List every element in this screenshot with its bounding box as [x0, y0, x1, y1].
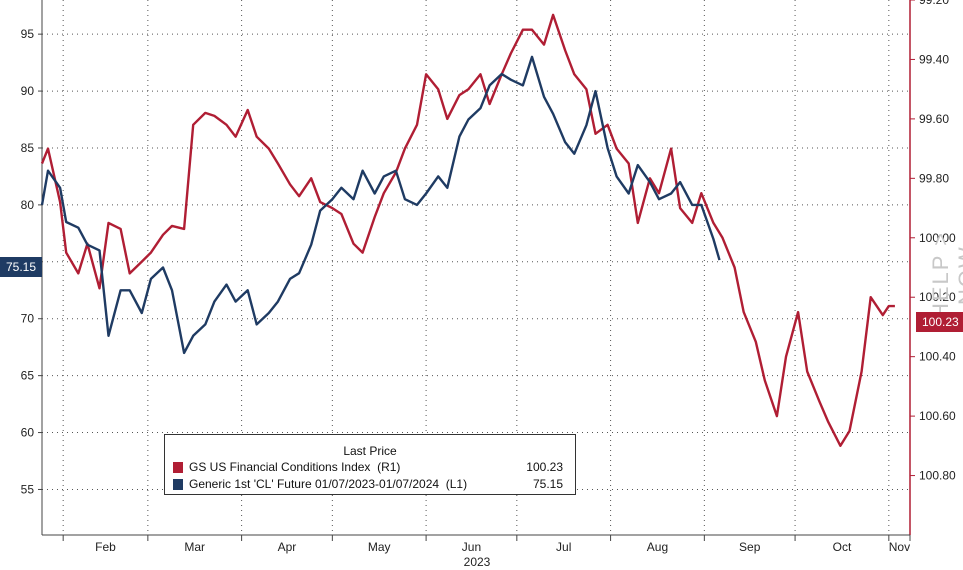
right-axis-tick-label: 100.60: [919, 409, 956, 423]
x-axis-tick-label: Apr: [278, 540, 297, 554]
legend-label-cl-future: Generic 1st 'CL' Future 01/07/2023-01/07…: [189, 477, 468, 491]
x-axis-tick-label: Jun: [462, 540, 481, 554]
x-axis-tick-label: Nov: [889, 540, 910, 554]
legend-swatch-cl-future: [173, 479, 183, 490]
chart-axes: [41, 0, 911, 536]
right-axis-tick-label: 100.20: [919, 290, 956, 304]
last-value-tag-left: 75.15: [0, 257, 42, 277]
x-axis-tick-label: Mar: [184, 540, 205, 554]
left-axis-tick-label: 80: [21, 198, 35, 212]
x-axis-tick-label: May: [368, 540, 391, 554]
legend-value-cl-future: 75.15: [532, 477, 563, 491]
left-axis-tick-label: 60: [21, 426, 35, 440]
x-axis-tick-label: Aug: [647, 540, 668, 554]
series-line-cl-future: [40, 55, 721, 355]
x-axis-ticks: Feb Mar Apr May Jun Jul Aug Sep Oct Nov: [62, 535, 911, 554]
right-axis-tick-label: 99.60: [919, 112, 949, 126]
legend-label-gs-fci: GS US Financial Conditions Index (R1): [189, 460, 401, 474]
x-axis-tick-label: Feb: [95, 540, 116, 554]
series-line-gs-fci: [40, 13, 895, 447]
series-layer: [40, 13, 895, 447]
right-axis-tick-label: 99.40: [919, 52, 949, 66]
legend-item-gs-fci: GS US Financial Conditions Index (R1) 10…: [173, 460, 563, 476]
legend: Last Price GS US Financial Conditions In…: [164, 434, 576, 495]
right-axis-tick-label: 100.80: [919, 469, 956, 483]
left-axis-tick-label: 70: [21, 312, 35, 326]
left-axis-tick-label: 95: [21, 27, 35, 41]
x-axis-tick-label: Jul: [556, 540, 571, 554]
legend-value-gs-fci: 100.23: [526, 460, 563, 474]
right-axis-ticks: 99.20 99.40 99.60 99.80 100.00 100.20 100.40 10…: [910, 0, 956, 483]
legend-title: Last Price: [343, 444, 397, 458]
x-axis-tick-label: Sep: [739, 540, 761, 554]
left-axis-tick-label: 85: [21, 141, 35, 155]
x-axis-tick-label: Oct: [833, 540, 852, 554]
right-axis-tick-label: 99.80: [919, 171, 949, 185]
right-axis-tick-label: 100.40: [919, 350, 956, 364]
last-value-tag-right: 100.23: [916, 312, 963, 332]
right-axis-tick-label: 99.20: [919, 0, 949, 7]
right-axis-tick-label: 100.00: [919, 231, 956, 245]
left-axis-tick-label: 55: [21, 482, 35, 496]
left-axis-ticks: 959085807570656055: [21, 27, 42, 496]
legend-item-cl-future: Generic 1st 'CL' Future 01/07/2023-01/07…: [173, 477, 563, 493]
legend-swatch-gs-fci: [173, 462, 183, 473]
left-axis-tick-label: 90: [21, 84, 35, 98]
x-axis-year-label: 2023: [464, 555, 491, 569]
left-axis-tick-label: 65: [21, 369, 35, 383]
